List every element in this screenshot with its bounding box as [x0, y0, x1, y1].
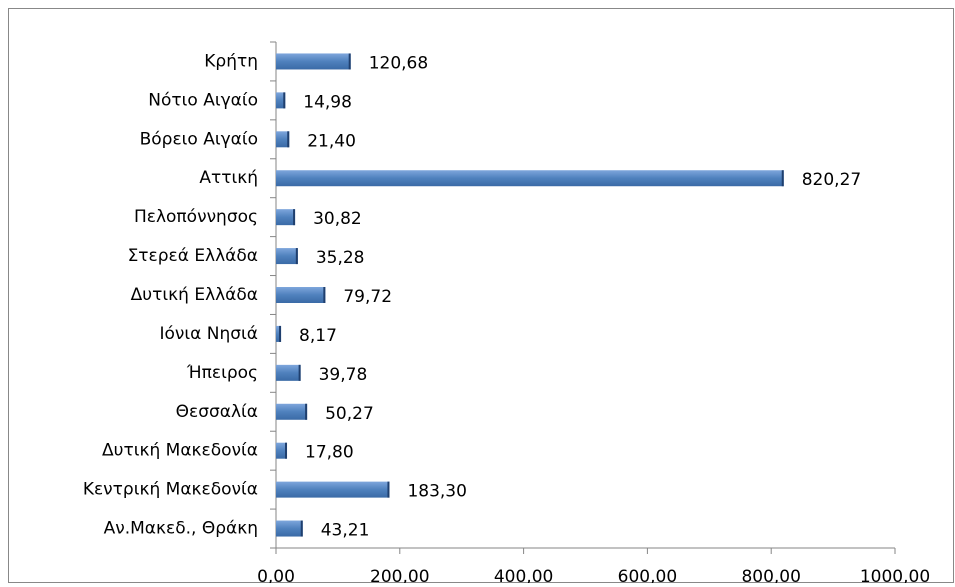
value-label: 79,72 — [343, 287, 392, 307]
x-tick-label: 400,00 — [494, 567, 553, 583]
value-label: 39,78 — [319, 365, 368, 385]
value-label: 35,28 — [316, 248, 365, 268]
value-label: 820,27 — [802, 170, 861, 190]
value-label: 43,21 — [321, 521, 370, 541]
y-tick-label: Δυτική Μακεδονία — [102, 441, 258, 461]
y-tick-label: Κεντρική Μακεδονία — [83, 480, 258, 500]
bar — [276, 364, 301, 381]
value-label: 30,82 — [313, 209, 362, 229]
bar — [276, 131, 290, 148]
value-label: 17,80 — [305, 443, 354, 463]
y-tick-label: Θεσσαλία — [176, 402, 258, 422]
y-tick-label: Νότιο Αιγαίο — [148, 90, 258, 110]
value-label: 21,40 — [307, 131, 356, 151]
bar — [276, 481, 390, 498]
x-tick-label: 200,00 — [370, 567, 429, 583]
x-tick-label: 800,00 — [741, 567, 800, 583]
bar — [276, 92, 286, 109]
bar — [276, 325, 282, 342]
bar — [276, 170, 784, 187]
x-tick-label: 0,00 — [257, 567, 295, 583]
value-label: 8,17 — [299, 326, 337, 346]
y-tick-label: Πελοπόννησος — [134, 207, 258, 227]
bar — [276, 248, 298, 265]
y-tick-label: Αττική — [199, 168, 258, 188]
x-tick-label: 1000,00 — [860, 567, 930, 583]
bar — [276, 520, 303, 537]
y-tick-label: Δυτική Ελλάδα — [131, 285, 258, 305]
y-tick-label: Στερεά Ελλάδα — [128, 246, 258, 266]
bar — [276, 209, 296, 226]
bar — [276, 442, 288, 459]
bar — [276, 287, 326, 303]
y-tick-label: Βόρειο Αιγαίο — [140, 129, 258, 149]
bar — [276, 53, 351, 70]
value-label: 14,98 — [303, 92, 352, 112]
value-label: 183,30 — [407, 482, 466, 502]
x-tick-label: 600,00 — [618, 567, 677, 583]
y-tick-label: Κρήτη — [204, 51, 258, 71]
y-tick-label: Ήπειρος — [186, 363, 258, 383]
value-label: 50,27 — [325, 404, 374, 424]
y-tick-label: Ιόνια Νησιά — [160, 324, 259, 344]
bar — [276, 403, 308, 420]
y-tick-label: Αν.Μακεδ., Θράκη — [104, 519, 258, 539]
value-label: 120,68 — [369, 53, 428, 73]
